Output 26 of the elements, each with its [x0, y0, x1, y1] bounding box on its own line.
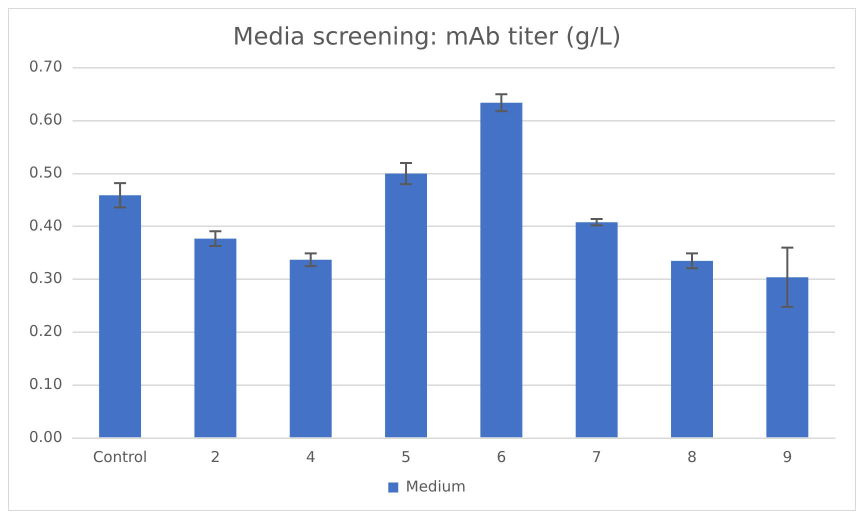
bar	[290, 260, 332, 438]
x-tick-label: 7	[592, 448, 602, 466]
bar	[194, 238, 236, 438]
y-tick-label: 0.60	[28, 110, 62, 129]
bar	[766, 277, 808, 438]
legend-label: Medium	[406, 477, 466, 496]
y-tick-label: 0.40	[28, 216, 62, 234]
y-tick-label: 0.30	[28, 269, 62, 288]
y-tick-label: 0.00	[28, 428, 62, 446]
x-tick-label: 2	[210, 448, 220, 466]
x-tick-label: 8	[687, 448, 697, 466]
bar	[385, 174, 428, 438]
y-tick-label: 0.10	[28, 375, 62, 394]
bar	[99, 195, 142, 438]
x-tick-label: Control	[92, 448, 148, 466]
chart-title: Media screening: mAb titer (g/L)	[232, 22, 622, 51]
x-tick-label: 4	[306, 448, 316, 466]
y-tick-label: 0.70	[28, 58, 62, 76]
x-tick-label: 5	[401, 448, 411, 466]
y-tick-label: 0.20	[28, 322, 62, 340]
bar	[576, 222, 618, 438]
x-tick-label: 6	[496, 448, 506, 466]
x-tick-label: 9	[782, 448, 792, 466]
y-tick-label: 0.50	[28, 163, 62, 182]
bar	[671, 260, 713, 438]
bar	[480, 102, 522, 438]
